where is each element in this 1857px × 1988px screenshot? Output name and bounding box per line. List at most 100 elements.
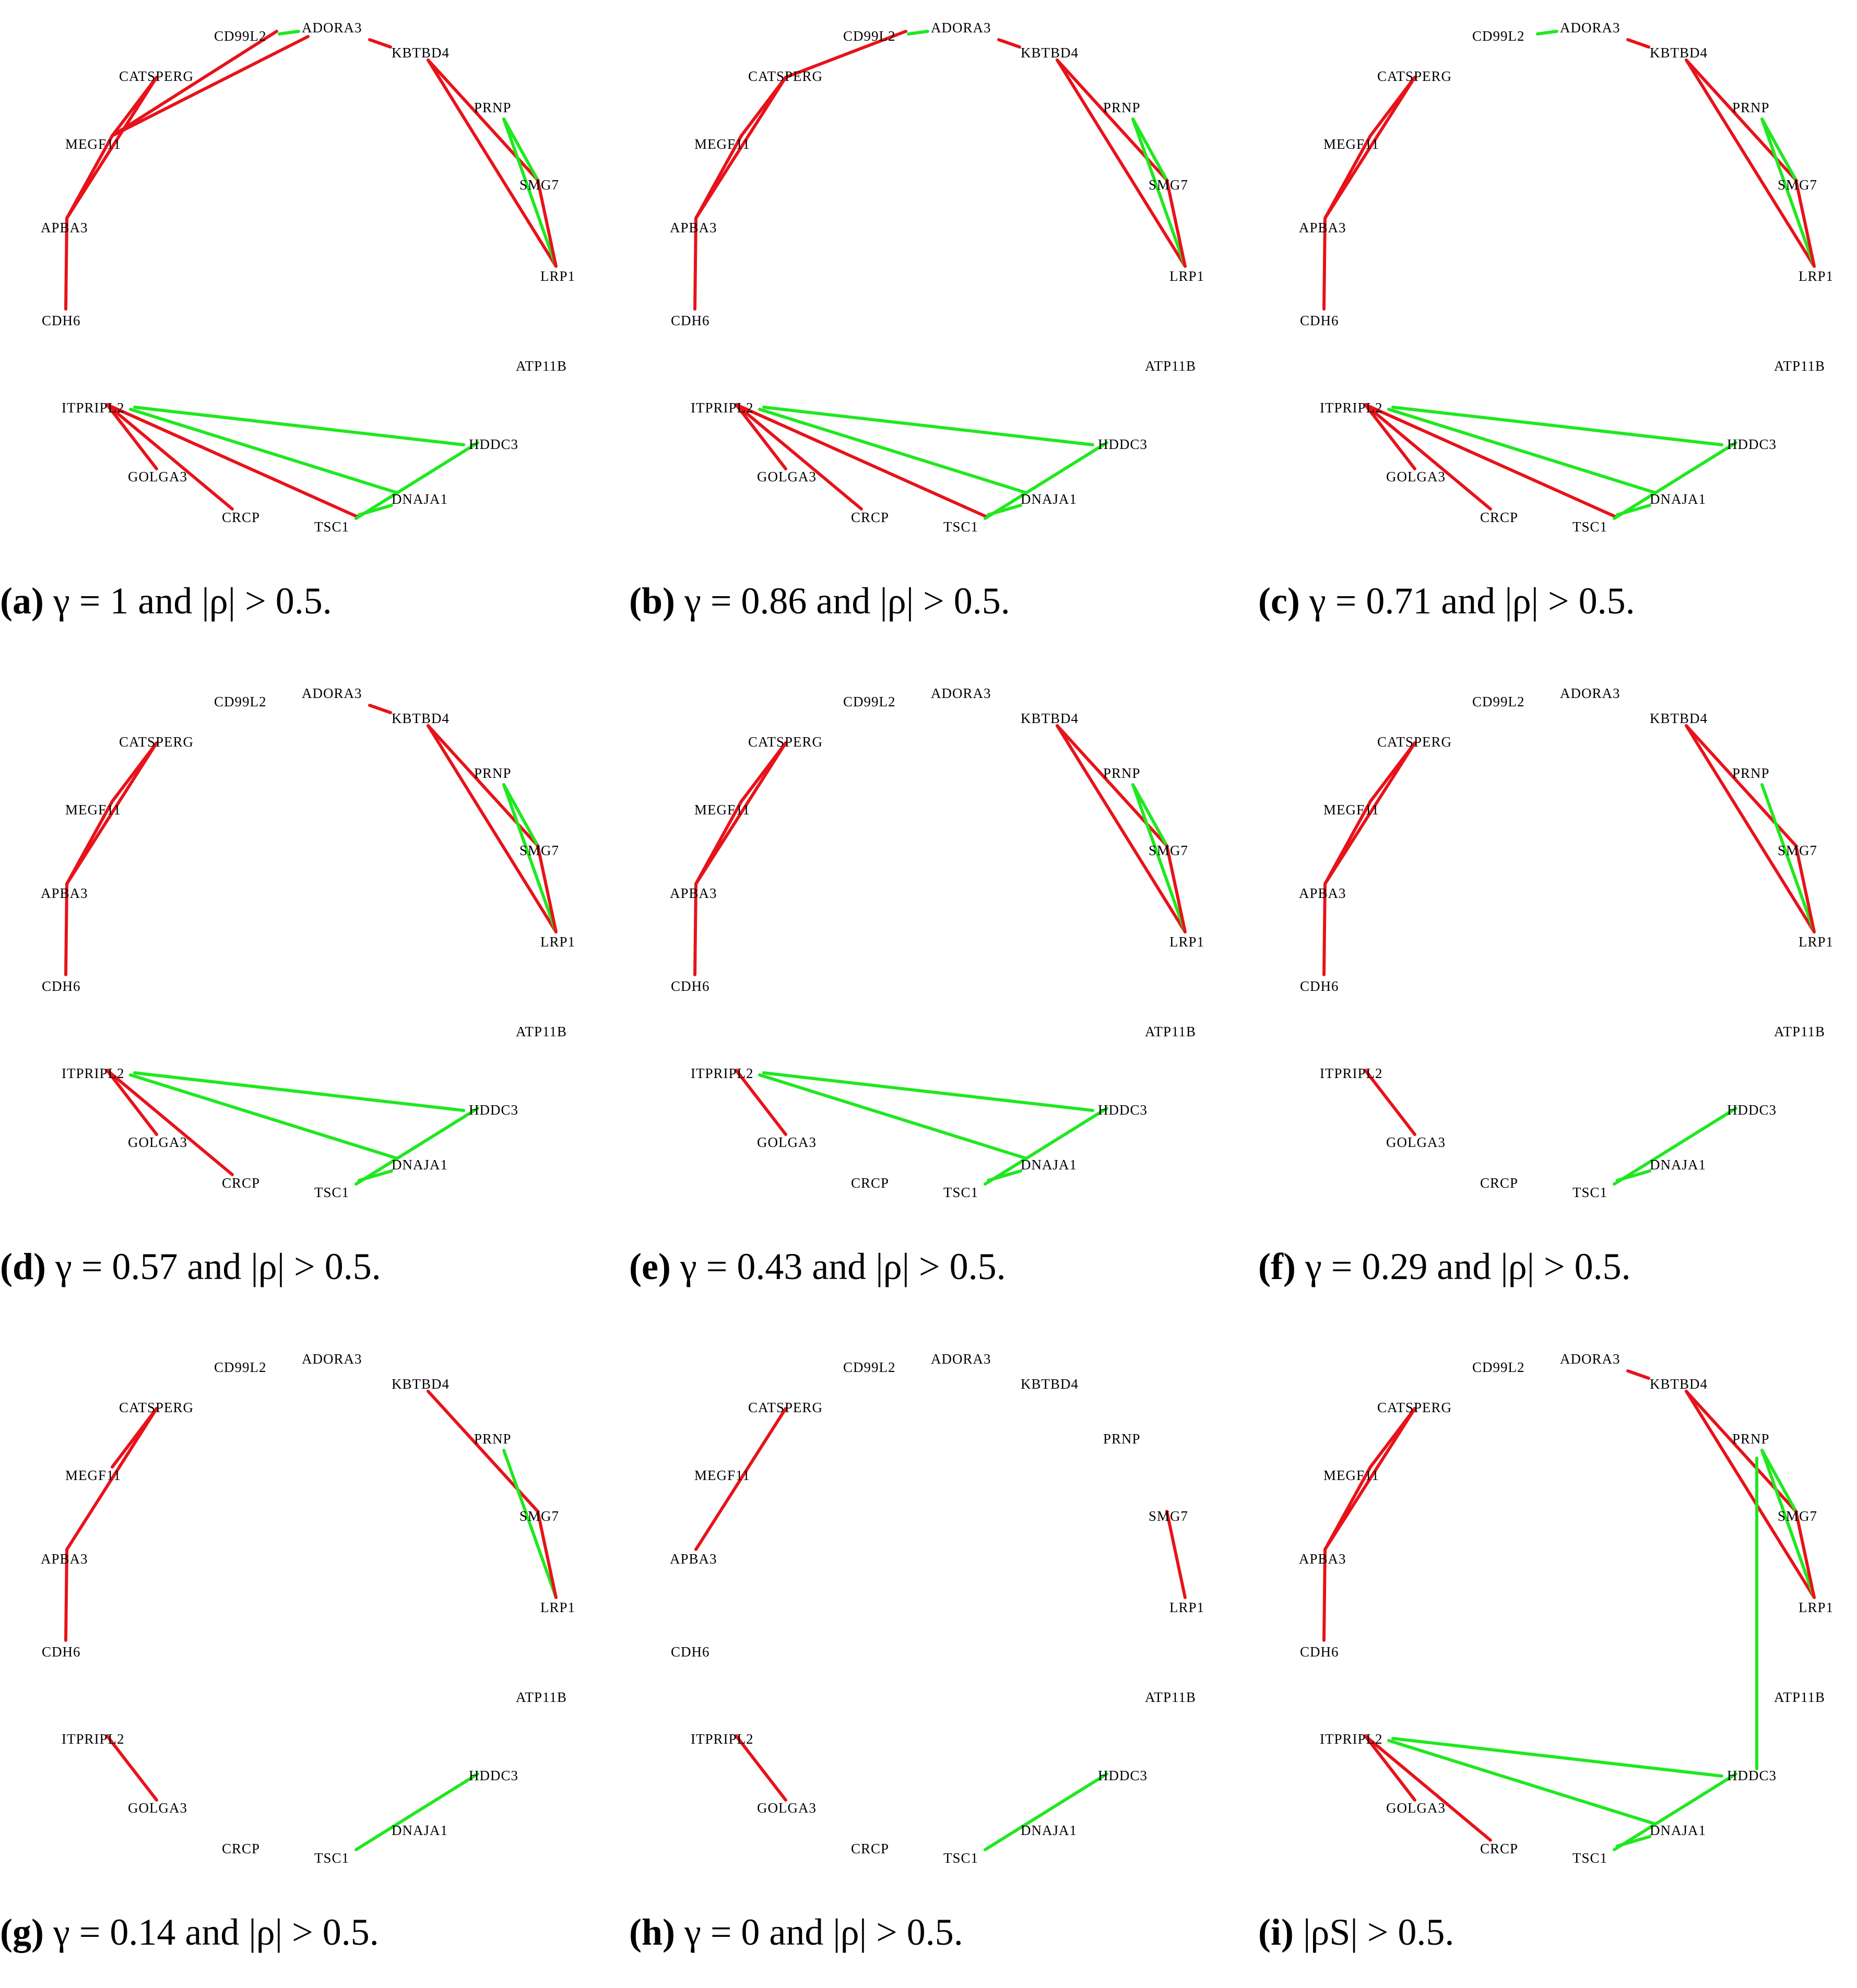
node-label-prnp: PRNP <box>474 1431 512 1447</box>
edge-smg7-lrp1-negative <box>536 179 558 268</box>
node-label-crcp: CRCP <box>851 1841 889 1856</box>
edge-smg7-lrp1-negative <box>536 1510 558 1599</box>
node-label-adora3: ADORA3 <box>1560 1351 1621 1367</box>
node-label-crcp: CRCP <box>222 510 260 525</box>
caption-text-e: γ = 0.43 and |ρ| > 0.5. <box>680 1246 1006 1287</box>
node-label-hddc3: HDDC3 <box>1098 1102 1148 1118</box>
node-label-catsperg: CATSPERG <box>1377 734 1452 750</box>
node-label-dnaja1: DNAJA1 <box>392 1157 448 1173</box>
node-label-adora3: ADORA3 <box>302 20 362 36</box>
edge-kbtbd4-smg7-negative <box>1685 58 1797 182</box>
edge-dnaja1-tsc1-positive <box>1616 1169 1651 1182</box>
node-label-cd99l2: CD99L2 <box>1472 28 1525 44</box>
caption-text-i: |ρS| > 0.5. <box>1303 1911 1454 1953</box>
node-label-lrp1: LRP1 <box>1169 268 1204 284</box>
node-label-smg7: SMG7 <box>519 843 559 858</box>
node-label-hddc3: HDDC3 <box>1098 1768 1148 1783</box>
edge-itpripl2-dnaja1-positive <box>758 408 1026 494</box>
node-label-cd99l2: CD99L2 <box>1472 694 1525 709</box>
node-label-itpripl2: ITPRIPL2 <box>62 400 125 416</box>
edge-prnp-smg7-positive <box>1131 117 1168 182</box>
edge-hddc3-tsc1-positive <box>984 1772 1108 1851</box>
network-graph-h: CD99L2 ADORA3 KBTBD4 CATSPERG PRNP MEGF11 SMG7… <box>670 1351 1204 1866</box>
node-label-golga3: GOLGA3 <box>757 1800 817 1816</box>
node-label-cdh6: CDH6 <box>42 978 81 994</box>
node-label-crcp: CRCP <box>222 1841 260 1856</box>
edge-itpripl2-dnaja1-positive <box>129 1073 397 1159</box>
node-label-golga3: GOLGA3 <box>128 469 187 484</box>
edge-hddc3-tsc1-positive <box>354 1107 479 1186</box>
node-label-apba3: APBA3 <box>41 885 88 901</box>
edge-hddc3-tsc1-positive <box>1613 1107 1737 1186</box>
caption-text-h: γ = 0 and |ρ| > 0.5. <box>684 1911 963 1953</box>
node-label-cdh6: CDH6 <box>671 313 710 328</box>
node-label-lrp1: LRP1 <box>1169 934 1204 950</box>
node-label-dnaja1: DNAJA1 <box>1021 1823 1077 1838</box>
node-label-kbtbd4: KBTBD4 <box>1650 711 1708 726</box>
node-label-crcp: CRCP <box>1480 1175 1518 1191</box>
edge-itpripl2-tsc1-negative <box>735 403 988 518</box>
node-label-cd99l2: CD99L2 <box>214 1359 267 1375</box>
network-graph-d: CD99L2 ADORA3 KBTBD4 CATSPERG PRNP MEGF11 SMG7… <box>41 685 575 1200</box>
node-label-golga3: GOLGA3 <box>757 469 817 484</box>
caption-text-f: γ = 0.29 and |ρ| > 0.5. <box>1305 1246 1631 1287</box>
node-label-tsc1: TSC1 <box>1572 1185 1607 1200</box>
edge-itpripl2-crcp-negative <box>735 403 863 511</box>
node-label-cdh6: CDH6 <box>42 1644 81 1660</box>
edge-itpripl2-golga3-negative <box>105 1734 158 1802</box>
edge-dnaja1-tsc1-positive <box>987 1169 1022 1182</box>
edge-adora3-megf11-negative <box>111 35 310 137</box>
node-label-atp11b: ATP11B <box>1145 1024 1196 1039</box>
node-label-adora3: ADORA3 <box>931 20 991 36</box>
edge-itpripl2-hddc3-positive <box>762 406 1094 446</box>
node-label-megf11: MEGF11 <box>694 802 750 818</box>
node-label-catsperg: CATSPERG <box>119 1400 194 1415</box>
node-label-megf11: MEGF11 <box>1323 136 1379 152</box>
edge-itpripl2-hddc3-positive <box>133 1071 465 1112</box>
node-label-atp11b: ATP11B <box>1774 1024 1825 1039</box>
node-label-dnaja1: DNAJA1 <box>1650 1157 1706 1173</box>
node-label-lrp1: LRP1 <box>540 1600 575 1615</box>
node-label-cdh6: CDH6 <box>671 1644 710 1660</box>
node-label-crcp: CRCP <box>851 1175 889 1191</box>
node-label-catsperg: CATSPERG <box>1377 68 1452 84</box>
node-label-apba3: APBA3 <box>41 220 88 235</box>
caption-f: (f) γ = 0.29 and |ρ| > 0.5. <box>1258 1245 1631 1288</box>
node-label-itpripl2: ITPRIPL2 <box>1320 1731 1383 1747</box>
edge-itpripl2-crcp-negative <box>1364 403 1492 511</box>
edge-adora3-kbtbd4-negative <box>997 38 1021 49</box>
node-label-apba3: APBA3 <box>670 885 717 901</box>
edge-prnp-lrp1-positive <box>1760 117 1816 268</box>
node-label-adora3: ADORA3 <box>931 1351 991 1367</box>
edge-apba3-cdh6-negative <box>1322 882 1327 976</box>
node-label-atp11b: ATP11B <box>1774 358 1825 374</box>
node-label-megf11: MEGF11 <box>65 136 121 152</box>
node-label-megf11: MEGF11 <box>1323 802 1379 818</box>
edge-megf11-apba3-negative <box>65 800 114 885</box>
node-label-kbtbd4: KBTBD4 <box>1650 1376 1708 1392</box>
edge-adora3-kbtbd4-negative <box>1626 1369 1650 1380</box>
edge-hddc3-tsc1-positive <box>1613 441 1737 520</box>
node-label-megf11: MEGF11 <box>65 1468 121 1483</box>
caption-text-d: γ = 0.57 and |ρ| > 0.5. <box>55 1246 381 1287</box>
node-label-apba3: APBA3 <box>1299 220 1346 235</box>
edge-cd99l2-megf11-negative <box>111 30 278 137</box>
panel-h: CD99L2 ADORA3 KBTBD4 CATSPERG PRNP MEGF11 SMG7… <box>629 1331 1245 1979</box>
node-label-smg7: SMG7 <box>1778 1508 1817 1524</box>
node-label-itpripl2: ITPRIPL2 <box>691 1066 754 1081</box>
panel-d: CD99L2 ADORA3 KBTBD4 CATSPERG PRNP MEGF11 SMG7… <box>0 666 616 1313</box>
node-label-megf11: MEGF11 <box>694 1468 750 1483</box>
panel-label-g: (g) <box>0 1911 44 1953</box>
panel-label-h: (h) <box>629 1911 675 1953</box>
panel-e: CD99L2 ADORA3 KBTBD4 CATSPERG PRNP MEGF11 SMG7… <box>629 666 1245 1313</box>
edge-kbtbd4-smg7-negative <box>427 724 539 847</box>
panel-label-a: (a) <box>0 580 44 622</box>
edge-kbtbd4-lrp1-negative <box>1685 1390 1816 1599</box>
edge-cd99l2-adora3-positive <box>1536 30 1558 36</box>
panel-label-b: (b) <box>629 580 675 622</box>
node-label-cd99l2: CD99L2 <box>1472 1359 1525 1375</box>
network-graph-f: CD99L2 ADORA3 KBTBD4 CATSPERG PRNP MEGF11 SMG7… <box>1299 685 1833 1200</box>
edge-apba3-cdh6-negative <box>1322 1548 1327 1642</box>
edge-itpripl2-golga3-negative <box>105 1069 158 1136</box>
network-graph-a: CD99L2 ADORA3 KBTBD4 CATSPERG PRNP MEGF11 SMG7… <box>41 20 575 535</box>
